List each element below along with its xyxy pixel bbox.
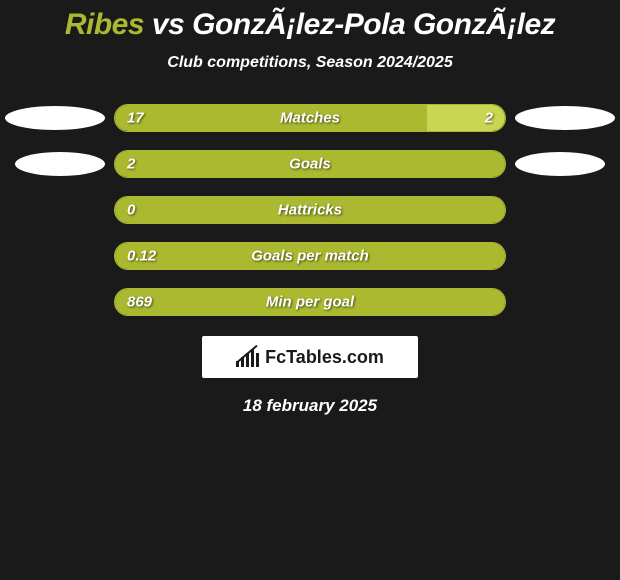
player-left-name: Ribes: [65, 8, 144, 41]
stat-label: Hattricks: [278, 202, 342, 219]
stat-value-left: 869: [127, 294, 152, 311]
player-badge-icon: [515, 152, 605, 176]
stat-value-left: 0.12: [127, 248, 156, 265]
stat-label: Min per goal: [266, 294, 354, 311]
vs-text: vs: [152, 8, 184, 41]
stat-row: 0.12 Goals per match: [0, 242, 620, 270]
stat-value-left: 17: [127, 110, 144, 127]
page-title: Ribes vs GonzÃ¡lez-Pola GonzÃ¡lez: [0, 8, 620, 42]
stat-row: 17 Matches 2: [0, 104, 620, 132]
comparison-card: Ribes vs GonzÃ¡lez-Pola GonzÃ¡lez Club c…: [0, 0, 620, 416]
stat-bar: 17 Matches 2: [114, 104, 506, 132]
stat-row: 2 Goals: [0, 150, 620, 178]
brand-logo: FcTables.com: [202, 336, 418, 378]
stats-list: 17 Matches 2 2 Goals 0 Hattricks 0.12 Goals per …: [0, 104, 620, 316]
stat-bar: 2 Goals: [114, 150, 506, 178]
player-left-badge-slot: [0, 106, 110, 130]
stat-value-left: 2: [127, 156, 135, 173]
brand-logo-inner: FcTables.com: [236, 347, 384, 368]
stat-bar: 869 Min per goal: [114, 288, 506, 316]
stat-row: 869 Min per goal: [0, 288, 620, 316]
logo-bars-icon: [236, 347, 259, 367]
bar-fill-left: [115, 105, 427, 131]
stat-bar: 0 Hattricks: [114, 196, 506, 224]
player-right-badge-slot: [510, 106, 620, 130]
stat-value-right: 2: [485, 110, 493, 127]
logo-bar: [256, 353, 259, 367]
brand-text: FcTables.com: [265, 347, 384, 368]
player-left-badge-slot: [0, 152, 110, 176]
bar-fill-right: [427, 105, 505, 131]
stat-row: 0 Hattricks: [0, 196, 620, 224]
stat-label: Goals per match: [251, 248, 369, 265]
player-right-badge-slot: [510, 152, 620, 176]
player-badge-icon: [515, 106, 615, 130]
footer-date: 18 february 2025: [0, 396, 620, 416]
stat-value-left: 0: [127, 202, 135, 219]
stat-bar: 0.12 Goals per match: [114, 242, 506, 270]
subtitle: Club competitions, Season 2024/2025: [0, 54, 620, 72]
player-right-name: GonzÃ¡lez-Pola GonzÃ¡lez: [192, 8, 555, 41]
player-badge-icon: [15, 152, 105, 176]
stat-label: Goals: [289, 156, 331, 173]
stat-label: Matches: [280, 110, 340, 127]
player-badge-icon: [5, 106, 105, 130]
logo-bar: [251, 349, 254, 367]
